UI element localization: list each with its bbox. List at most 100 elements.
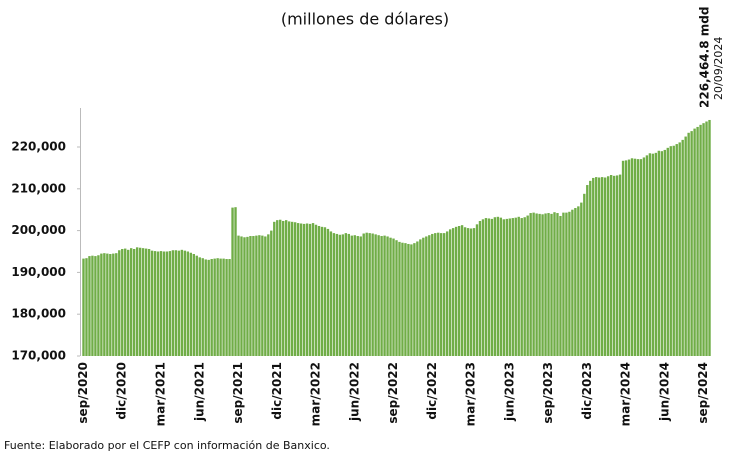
bar xyxy=(687,132,690,356)
bar xyxy=(85,258,88,356)
bar xyxy=(660,151,664,356)
x-tick-label: dic/2022 xyxy=(425,362,439,420)
bar xyxy=(645,155,649,356)
bar xyxy=(100,253,103,356)
bar xyxy=(270,230,273,356)
bar xyxy=(356,236,359,356)
bar xyxy=(228,259,231,356)
bar xyxy=(451,228,455,356)
bar xyxy=(514,217,517,356)
bar xyxy=(210,259,213,356)
bar xyxy=(672,145,675,356)
bar xyxy=(681,139,684,356)
bar xyxy=(448,229,452,356)
bar xyxy=(618,174,622,356)
bar xyxy=(648,153,652,356)
bar xyxy=(365,232,368,356)
bar xyxy=(192,254,195,356)
bar xyxy=(168,251,172,356)
bar xyxy=(273,221,276,356)
bar xyxy=(320,226,324,356)
x-tick-label: jun/2021 xyxy=(192,362,206,422)
bar xyxy=(222,258,225,356)
bar xyxy=(243,237,246,356)
bar xyxy=(586,185,589,356)
bar xyxy=(383,235,386,356)
bar xyxy=(216,258,219,356)
bar xyxy=(234,207,237,356)
bar xyxy=(663,149,666,356)
bar xyxy=(258,235,261,356)
bar xyxy=(380,236,383,356)
bar xyxy=(598,177,601,356)
bar xyxy=(189,252,193,356)
bar xyxy=(639,159,643,356)
bar xyxy=(198,257,201,356)
bar xyxy=(246,236,249,356)
bar xyxy=(282,220,285,356)
bar xyxy=(580,202,583,356)
bar xyxy=(162,251,166,356)
bar xyxy=(213,258,216,356)
bar xyxy=(240,236,243,356)
bar xyxy=(285,220,288,356)
annotation: 226,464.8 mdd xyxy=(698,7,712,108)
y-tick-label: 190,000 xyxy=(11,265,66,279)
bar xyxy=(642,157,646,356)
bar xyxy=(428,235,431,356)
bar xyxy=(302,223,306,356)
bar xyxy=(165,251,169,356)
bar xyxy=(195,255,198,356)
bar xyxy=(338,234,342,356)
bar xyxy=(505,218,508,356)
bar xyxy=(443,233,446,356)
bar xyxy=(121,248,124,356)
bar xyxy=(276,220,279,356)
bar xyxy=(603,177,607,356)
bar xyxy=(398,241,401,356)
x-tick-label: dic/2023 xyxy=(580,362,594,420)
bar xyxy=(132,248,136,356)
bar xyxy=(460,225,464,356)
bar xyxy=(454,226,458,356)
bar xyxy=(293,222,297,356)
bar xyxy=(359,236,362,356)
bar xyxy=(419,239,422,356)
x-tick-label: jun/2024 xyxy=(657,362,671,422)
bar xyxy=(636,159,640,356)
bar xyxy=(311,223,315,356)
bar xyxy=(654,152,658,356)
bar xyxy=(523,217,526,356)
bar xyxy=(469,228,473,356)
bar xyxy=(401,242,404,356)
bar xyxy=(559,215,562,356)
bar xyxy=(225,259,228,356)
bar xyxy=(583,193,586,356)
bar xyxy=(678,142,681,356)
bar xyxy=(550,213,553,356)
bar xyxy=(624,160,628,356)
bar xyxy=(177,250,181,356)
bar xyxy=(231,207,234,356)
bar xyxy=(371,233,374,356)
x-tick-label: mar/2022 xyxy=(309,362,323,426)
bar xyxy=(490,218,494,356)
x-tick-label: sep/2022 xyxy=(386,362,400,424)
bar xyxy=(541,214,544,356)
bar xyxy=(395,240,398,356)
bar xyxy=(347,233,350,356)
y-tick-label: 220,000 xyxy=(11,140,66,154)
y-tick-label: 170,000 xyxy=(11,349,66,363)
x-tick-label: sep/2024 xyxy=(696,362,710,424)
bar xyxy=(82,258,85,356)
bar xyxy=(264,236,267,356)
bar xyxy=(368,233,371,356)
bar xyxy=(267,234,270,356)
bar xyxy=(407,243,410,356)
bar xyxy=(690,131,693,356)
bar xyxy=(106,253,109,356)
bar xyxy=(615,175,619,356)
bar xyxy=(305,223,309,356)
bar xyxy=(332,233,336,356)
